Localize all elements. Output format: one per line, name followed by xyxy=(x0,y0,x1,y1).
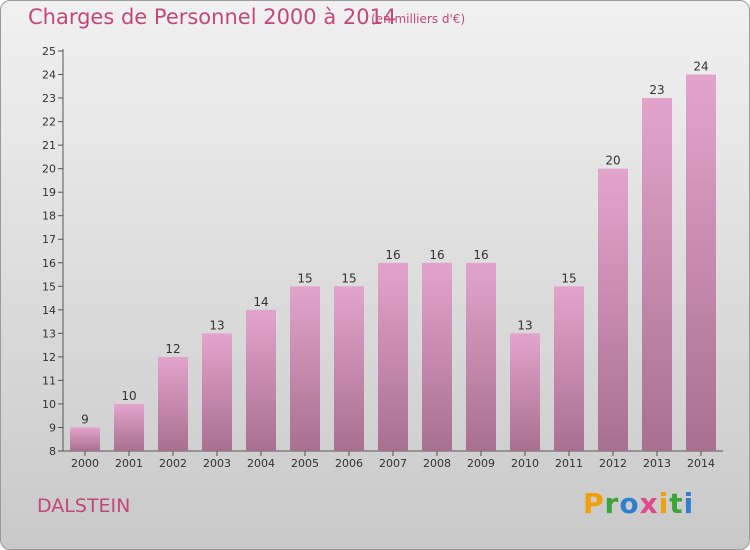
commune-name: DALSTEIN xyxy=(37,495,131,517)
logo-letter: o xyxy=(619,487,640,520)
x-tick-label: 2009 xyxy=(467,457,495,470)
y-tick-label: 17 xyxy=(42,233,56,246)
y-tick-label: 25 xyxy=(42,45,56,58)
y-tick-label: 10 xyxy=(42,398,56,411)
bar xyxy=(598,168,628,451)
chart-subtitle: (en milliers d'€) xyxy=(371,12,466,26)
bar-value-label: 20 xyxy=(605,154,620,168)
x-tick-label: 2010 xyxy=(511,457,539,470)
bar xyxy=(686,74,716,451)
x-tick-label: 2014 xyxy=(687,457,715,470)
bar-value-label: 13 xyxy=(517,318,532,332)
x-tick-label: 2005 xyxy=(291,457,319,470)
bar-value-label: 10 xyxy=(121,389,136,403)
bar xyxy=(158,356,188,451)
bar-value-label: 16 xyxy=(429,248,444,262)
bar xyxy=(114,403,144,451)
y-tick-label: 18 xyxy=(42,210,56,223)
bar-value-label: 13 xyxy=(209,318,224,332)
x-tick-label: 2000 xyxy=(71,457,99,470)
bar-value-label: 24 xyxy=(693,60,708,74)
x-tick-label: 2012 xyxy=(599,457,627,470)
logo-letter: t xyxy=(669,487,684,520)
logo-letter: P xyxy=(583,487,605,520)
bar xyxy=(202,333,232,451)
x-tick-label: 2004 xyxy=(247,457,275,470)
x-tick-label: 2013 xyxy=(643,457,671,470)
bar xyxy=(378,262,408,451)
x-tick-label: 2008 xyxy=(423,457,451,470)
bar-value-label: 23 xyxy=(649,83,664,97)
logo-letter: i xyxy=(683,487,695,520)
bar xyxy=(642,98,672,451)
x-tick-label: 2003 xyxy=(203,457,231,470)
bar xyxy=(510,333,540,451)
y-tick-label: 15 xyxy=(42,280,56,293)
x-tick-label: 2007 xyxy=(379,457,407,470)
bar xyxy=(554,286,584,451)
y-tick-label: 8 xyxy=(49,445,56,458)
y-tick-label: 20 xyxy=(42,163,56,176)
y-tick-label: 11 xyxy=(42,374,56,387)
axes: 8 9 10 11 12 13 14 15 16 17 18 19 20 21 22 23 24 25 2000 20… xyxy=(42,45,723,470)
chart-title: Charges de Personnel 2000 à 2014 xyxy=(28,5,397,29)
y-tick-label: 16 xyxy=(42,257,56,270)
bar xyxy=(70,427,100,451)
y-tick-label: 21 xyxy=(42,139,56,152)
y-tick-label: 12 xyxy=(42,351,56,364)
y-tick-label: 9 xyxy=(49,421,56,434)
logo-letter: i xyxy=(658,487,670,520)
x-tick-label: 2011 xyxy=(555,457,583,470)
bars: 9 10 12 13 14 15 15 16 16 16 13 15 20 23 24 xyxy=(70,60,716,451)
bar-value-label: 15 xyxy=(561,271,576,285)
bar-value-label: 9 xyxy=(81,412,89,426)
bar-value-label: 12 xyxy=(165,342,180,356)
y-tick-label: 13 xyxy=(42,327,56,340)
y-tick-label: 14 xyxy=(42,304,56,317)
x-tick-label: 2006 xyxy=(335,457,363,470)
proxiti-logo: Proxiti xyxy=(583,487,694,520)
bar-value-label: 15 xyxy=(297,271,312,285)
bar-value-label: 14 xyxy=(253,295,268,309)
bar-value-label: 16 xyxy=(385,248,400,262)
logo-letter: x xyxy=(639,487,659,520)
bar-value-label: 15 xyxy=(341,271,356,285)
logo-letter: r xyxy=(604,487,620,520)
y-tick-label: 22 xyxy=(42,116,56,129)
bar xyxy=(422,262,452,451)
bar-value-label: 16 xyxy=(473,248,488,262)
bar xyxy=(334,286,364,451)
y-tick-label: 19 xyxy=(42,186,56,199)
x-tick-label: 2001 xyxy=(115,457,143,470)
y-tick-label: 23 xyxy=(42,92,56,105)
bar xyxy=(290,286,320,451)
y-tick-label: 24 xyxy=(42,69,56,82)
bar xyxy=(466,262,496,451)
bar xyxy=(246,309,276,451)
x-tick-label: 2002 xyxy=(159,457,187,470)
